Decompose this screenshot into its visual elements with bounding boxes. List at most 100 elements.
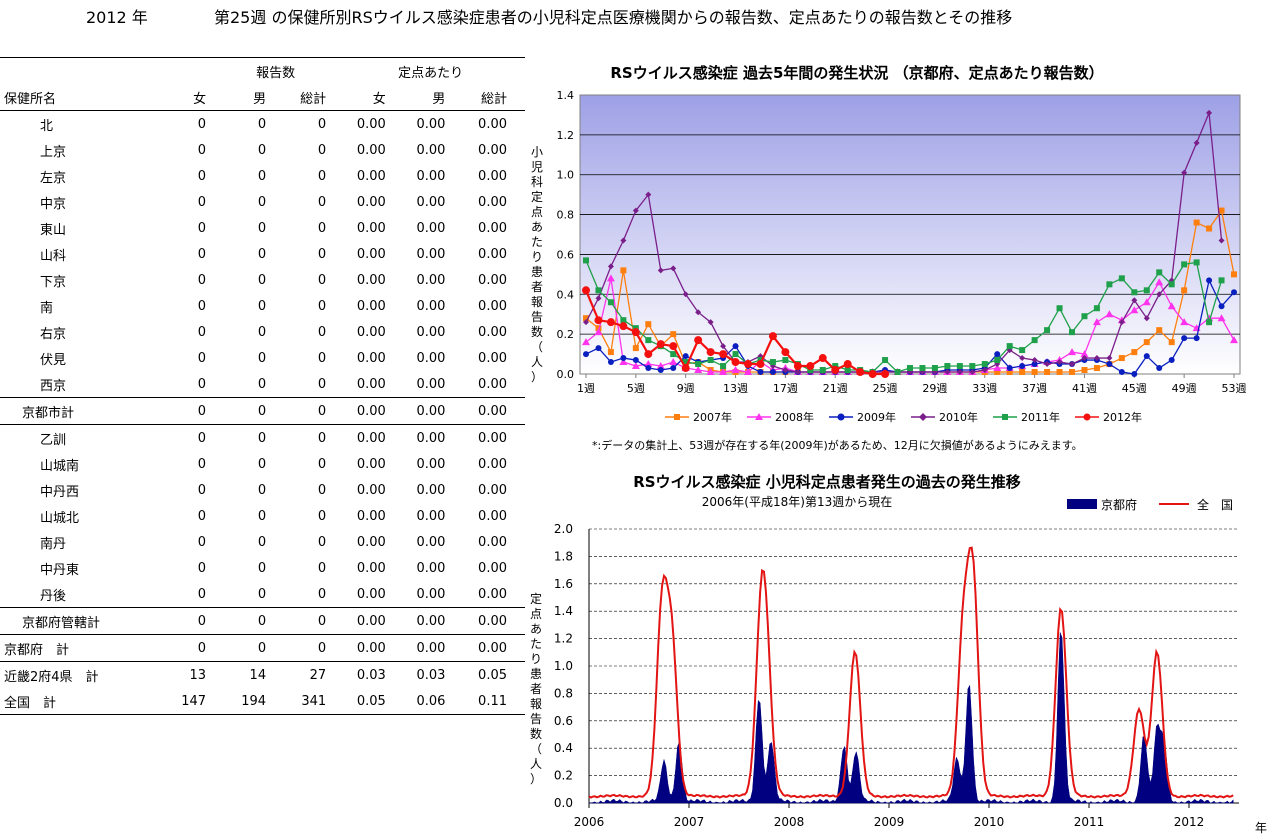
cell-pf: 0.00: [356, 168, 386, 184]
chart1-point: [1181, 261, 1188, 268]
chart1-point: [882, 357, 889, 364]
cell-m: 0: [257, 586, 267, 602]
cell-m: 0: [257, 324, 267, 340]
chart1-point: [1218, 303, 1225, 310]
chart1-y-label-char: 告: [531, 310, 543, 324]
cell-pt: 0.00: [478, 168, 507, 184]
chart2-subtitle: 2006年(平成18年)第13週から現在: [702, 495, 892, 509]
table-row: 右京 0 0 0 0.00 0.00 0.00: [0, 319, 525, 345]
row-name: 丹後: [40, 588, 67, 604]
cell-m: 0: [257, 298, 267, 314]
chart1-point: [1106, 355, 1113, 362]
cell-t: 0: [317, 142, 327, 158]
cell-f: 0: [197, 350, 207, 366]
row-name: 京都府管轄計: [0, 607, 165, 635]
cell-t: 0: [317, 298, 327, 314]
cell-pm: 0.00: [416, 116, 446, 132]
chart1-point: [1080, 350, 1089, 358]
chart1-y-label-char: 人: [531, 355, 543, 369]
chart2-y-tick-label: 1.0: [554, 659, 573, 673]
chart1-legend-marker: [1002, 414, 1008, 420]
chart1-series-line: [585, 260, 1223, 373]
chart1-point: [670, 365, 677, 372]
chart1-point: [1180, 318, 1189, 326]
chart1-point: [769, 359, 776, 366]
chart1-point: [620, 237, 627, 244]
chart1-point: [969, 369, 976, 376]
chart2-y-tick-label: 0.2: [554, 769, 573, 783]
cell-pm: 0.00: [385, 634, 446, 662]
chart1-point: [1019, 347, 1026, 354]
cell-t: 0: [317, 376, 327, 392]
cell-f: 0: [197, 246, 207, 262]
chart2-y-tick-label: 0.8: [554, 686, 573, 700]
chart1-point: [720, 363, 727, 370]
cell-pm: 0.03: [416, 667, 446, 683]
chart1-point: [1181, 169, 1188, 176]
chart1-point: [1131, 297, 1138, 304]
chart1-point: [1019, 369, 1026, 376]
chart1-point: [606, 274, 615, 282]
chart1-point: [669, 342, 678, 351]
chart1-point: [707, 357, 714, 364]
chart1-point: [1142, 298, 1151, 306]
row-name: 山科: [40, 248, 67, 264]
chart1-point: [1130, 306, 1139, 314]
table-row: 伏見 0 0 0 0.00 0.00 0.00: [0, 345, 525, 371]
chart1-y-tick-label: 0.4: [557, 288, 575, 301]
cell-pf: 0.00: [356, 430, 386, 446]
table-row: 上京 0 0 0 0.00 0.00 0.00: [0, 137, 525, 163]
cell-t: 0: [317, 246, 327, 262]
cell-t: 0: [317, 482, 327, 498]
cell-t: 0: [266, 397, 327, 425]
chart2-legend-label-kyoto: 京都府: [1101, 497, 1137, 512]
cell-f: 0: [197, 586, 207, 602]
chart1-point: [582, 338, 590, 346]
chart1-point: [1206, 277, 1213, 284]
chart1-point: [1069, 361, 1075, 368]
chart1-point: [1143, 339, 1150, 346]
chart1-point: [670, 351, 677, 358]
cell-pm: 0.06: [385, 688, 446, 715]
col-header-pp-female: 女: [326, 84, 386, 111]
chart1-point: [1044, 361, 1051, 368]
cell-pt: 0.00: [478, 246, 507, 262]
row-name: 伏見: [40, 352, 67, 368]
chart1-point: [1093, 365, 1100, 372]
cell-pf: 0.00: [356, 482, 386, 498]
cell-f: 0: [197, 534, 207, 550]
cell-m: 0: [257, 376, 267, 392]
row-name: 西京: [40, 378, 67, 394]
chart1-point: [656, 362, 665, 370]
chart1-point: [606, 318, 615, 327]
cell-m: 0: [257, 456, 267, 472]
table-row: 中丹東 0 0 0 0.00 0.00 0.00: [0, 555, 525, 581]
chart1-point: [1092, 318, 1101, 326]
chart2-y-label-char: 定: [530, 591, 542, 606]
chart1-point: [1093, 305, 1100, 312]
chart1-point: [994, 369, 1001, 376]
chart1-point: [1106, 361, 1113, 368]
chart1-point: [1155, 278, 1164, 286]
chart1-x-tick-label: 45週: [1122, 382, 1147, 395]
cell-t: 0: [317, 534, 327, 550]
chart1-point: [719, 350, 728, 359]
cell-f: 0: [197, 482, 207, 498]
chart1-point: [1143, 353, 1150, 360]
chart1-point: [594, 316, 603, 325]
chart1-point: [1206, 109, 1213, 116]
cell-pt: 0.00: [478, 272, 507, 288]
cell-m: 0: [257, 220, 267, 236]
chart1-point: [1081, 313, 1088, 320]
chart1-point: [656, 340, 665, 349]
cell-t: 0: [317, 350, 327, 366]
cell-pm: 0.00: [416, 456, 446, 472]
cell-pt: 0.00: [478, 430, 507, 446]
cell-f: 0: [197, 142, 207, 158]
chart1-point: [695, 309, 702, 316]
chart1-point: [969, 363, 976, 370]
cell-pf: 0.00: [356, 298, 386, 314]
cell-pf: 0.00: [356, 456, 386, 472]
cell-pm: 0.00: [416, 508, 446, 524]
cell-pt: 0.00: [478, 586, 507, 602]
